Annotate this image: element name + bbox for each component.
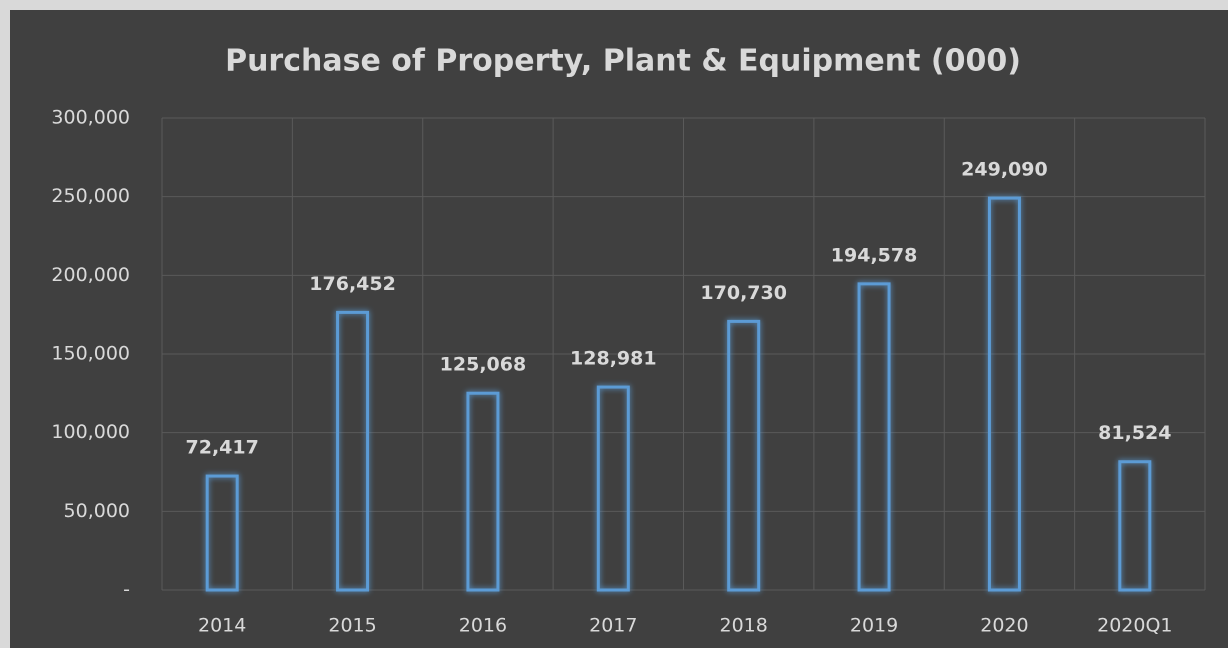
data-label: 194,578 — [831, 244, 918, 266]
y-tick-label: 50,000 — [64, 500, 130, 522]
bar — [336, 310, 370, 592]
x-tick-label: 2020Q1 — [1097, 615, 1172, 637]
y-tick-label: 300,000 — [51, 107, 130, 129]
x-tick-label: 2020 — [980, 615, 1028, 637]
chart-title: Purchase of Property, Plant & Equipment … — [225, 44, 1021, 79]
y-tick-label: 250,000 — [51, 185, 130, 207]
x-tick-label: 2015 — [328, 615, 376, 637]
data-label: 72,417 — [186, 437, 259, 459]
y-tick-label: 200,000 — [51, 264, 130, 286]
x-tick-label: 2017 — [589, 615, 637, 637]
x-tick-label: 2018 — [720, 615, 768, 637]
data-label: 249,090 — [961, 159, 1048, 181]
chart-background — [10, 10, 1228, 648]
bar — [596, 385, 630, 592]
data-label: 125,068 — [440, 354, 527, 376]
bar — [987, 196, 1021, 592]
data-label: 81,524 — [1098, 422, 1171, 444]
data-label: 170,730 — [700, 282, 787, 304]
data-label: 176,452 — [309, 273, 396, 295]
bar — [205, 474, 239, 592]
bar — [857, 282, 891, 592]
x-tick-label: 2014 — [198, 615, 246, 637]
bar — [727, 319, 761, 592]
y-tick-label: 100,000 — [51, 421, 130, 443]
bar — [466, 391, 500, 592]
bar — [1118, 460, 1152, 592]
data-label: 128,981 — [570, 348, 657, 370]
y-tick-label: 150,000 — [51, 343, 130, 365]
x-tick-label: 2016 — [459, 615, 507, 637]
x-tick-label: 2019 — [850, 615, 898, 637]
y-tick-label: - — [123, 579, 130, 601]
